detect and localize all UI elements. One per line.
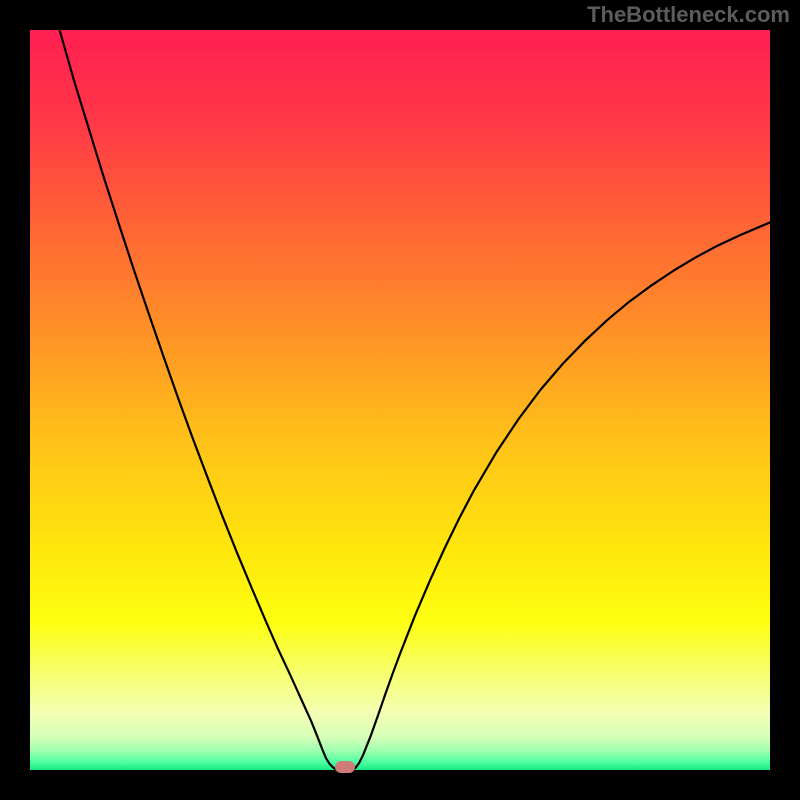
- bottleneck-curve: [30, 30, 770, 770]
- optimal-point-marker: [335, 761, 355, 773]
- watermark-text: TheBottleneck.com: [587, 2, 790, 28]
- curve-path: [60, 30, 770, 770]
- chart-plot-area: [30, 30, 770, 770]
